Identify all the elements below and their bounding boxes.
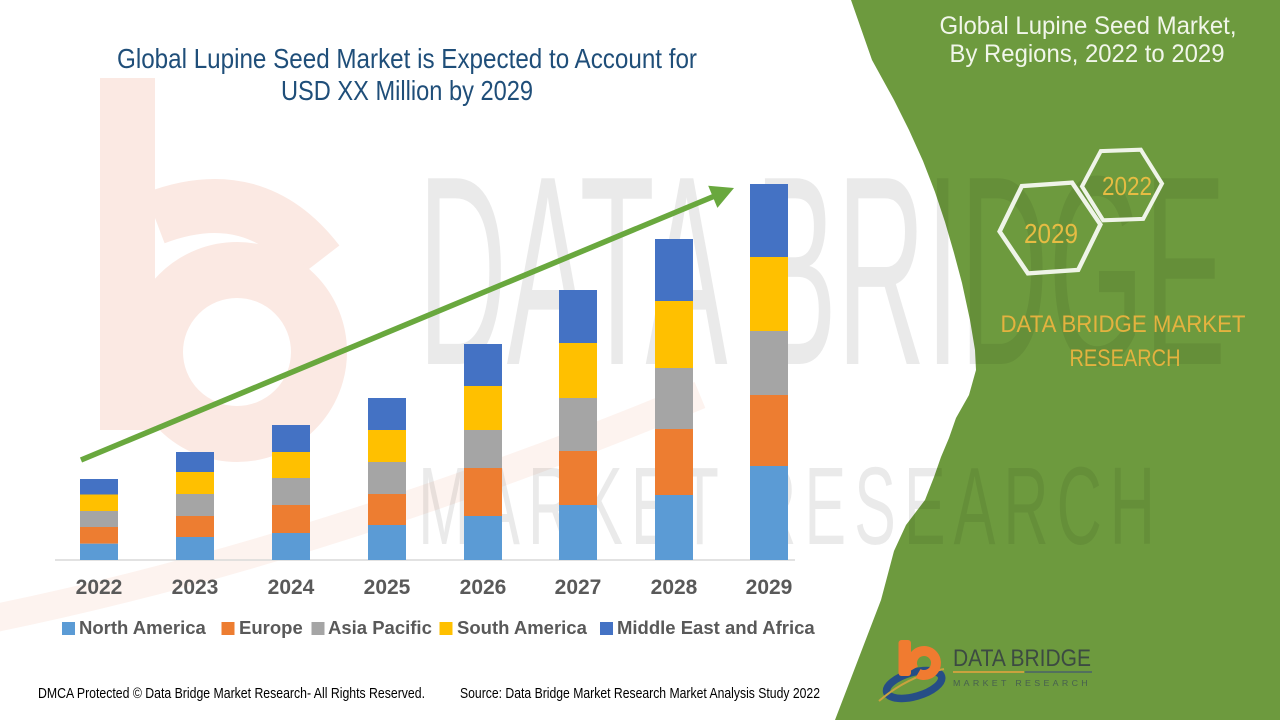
svg-text:2029: 2029 [746, 576, 793, 599]
svg-text:2027: 2027 [555, 576, 602, 599]
svg-text:By Regions, 2022 to 2029: By Regions, 2022 to 2029 [950, 40, 1225, 68]
svg-text:DATA BRIDGE: DATA BRIDGE [953, 645, 1091, 672]
svg-text:2022: 2022 [76, 576, 123, 599]
svg-text:South America: South America [457, 617, 588, 638]
svg-text:DATA BRIDGE MARKET: DATA BRIDGE MARKET [1001, 311, 1246, 338]
svg-text:Global Lupine Seed Market,: Global Lupine Seed Market, [940, 12, 1237, 40]
svg-text:MARKET RESEARCH: MARKET RESEARCH [953, 679, 1091, 688]
svg-text:Asia Pacific: Asia Pacific [328, 617, 432, 638]
svg-text:2028: 2028 [651, 576, 698, 599]
svg-text:Middle East and Africa: Middle East and Africa [617, 617, 815, 638]
svg-text:Source: Data Bridge Market Res: Source: Data Bridge Market Research Mark… [460, 685, 820, 702]
svg-text:USD XX Million by 2029: USD XX Million by 2029 [281, 75, 533, 106]
svg-text:2022: 2022 [1102, 171, 1152, 201]
svg-text:2025: 2025 [364, 576, 411, 599]
svg-text:Europe: Europe [239, 617, 303, 638]
svg-text:2026: 2026 [460, 576, 507, 599]
svg-text:2024: 2024 [268, 576, 315, 599]
svg-text:2023: 2023 [172, 576, 219, 599]
svg-text:2029: 2029 [1024, 218, 1078, 249]
svg-text:North America: North America [79, 617, 207, 638]
svg-text:Global Lupine Seed Market is E: Global Lupine Seed Market is Expected to… [117, 43, 697, 74]
svg-text:DMCA Protected © Data Bridge M: DMCA Protected © Data Bridge Market Rese… [38, 685, 425, 702]
svg-text:RESEARCH: RESEARCH [1070, 345, 1181, 372]
